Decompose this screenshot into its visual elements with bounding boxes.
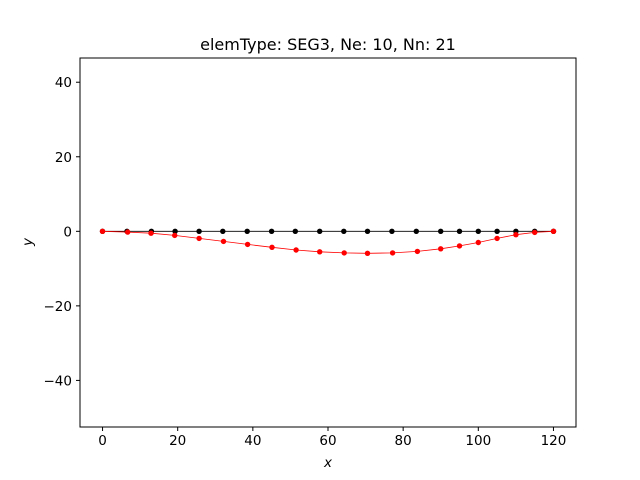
x-tick-label: 40 xyxy=(244,433,261,449)
y-axis-label: y xyxy=(20,237,36,247)
series-1-point xyxy=(364,250,371,256)
series-0-point xyxy=(317,228,323,234)
series-0 xyxy=(99,228,557,234)
y-tick-label: 0 xyxy=(63,224,72,240)
series-1-point xyxy=(389,250,396,256)
series-1-point xyxy=(414,248,421,255)
axis-ticks: 0 20 40 60 80 100 120 −40 −20 0 20 40 xyxy=(44,75,567,449)
series-0-point xyxy=(364,228,371,234)
series-1-point xyxy=(513,232,519,238)
series-0-point xyxy=(413,228,419,234)
plot-area xyxy=(99,228,557,256)
series-1 xyxy=(99,228,557,256)
series-1-point xyxy=(341,250,347,256)
x-tick-label: 20 xyxy=(169,433,186,449)
series-1-point xyxy=(550,228,557,234)
series-0-point xyxy=(196,228,202,234)
series-0-point xyxy=(456,228,463,234)
x-tick-label: 80 xyxy=(395,433,412,449)
series-0-point xyxy=(494,228,500,234)
y-tick-label: 40 xyxy=(55,75,72,91)
series-1-point xyxy=(220,238,227,245)
series-0-point xyxy=(475,228,481,234)
x-axis-label: x xyxy=(323,455,333,471)
series-1-point xyxy=(317,249,323,255)
series-1-point xyxy=(456,243,463,249)
series-1-point xyxy=(438,246,444,252)
x-tick-label: 60 xyxy=(319,433,336,449)
series-0-point xyxy=(220,228,226,234)
series-0-point xyxy=(341,228,347,234)
series-1-point xyxy=(494,235,500,242)
series-0-point xyxy=(438,228,444,234)
series-1-point xyxy=(244,241,251,248)
x-tick-label: 0 xyxy=(98,433,107,449)
y-tick-label: −40 xyxy=(44,373,73,389)
series-1-point xyxy=(148,230,154,236)
series-1-point xyxy=(125,229,131,235)
series-1-point xyxy=(172,232,178,239)
x-tick-label: 100 xyxy=(465,433,491,449)
y-tick-label: −20 xyxy=(44,299,73,315)
series-1-point xyxy=(293,247,299,253)
x-tick-label: 120 xyxy=(541,433,567,449)
series-1-point xyxy=(475,239,481,246)
series-1-point xyxy=(196,235,202,242)
y-tick-label: 20 xyxy=(55,150,72,166)
series-1-point xyxy=(269,244,275,250)
series-0-point xyxy=(292,228,298,234)
chart-title: elemType: SEG3, Ne: 10, Nn: 21 xyxy=(200,35,456,54)
series-0-point xyxy=(389,228,395,234)
series-1-point xyxy=(532,229,538,236)
series-0-point xyxy=(172,228,178,234)
series-0-point xyxy=(244,228,250,234)
series-1-point xyxy=(99,228,106,234)
series-0-point xyxy=(268,228,275,234)
